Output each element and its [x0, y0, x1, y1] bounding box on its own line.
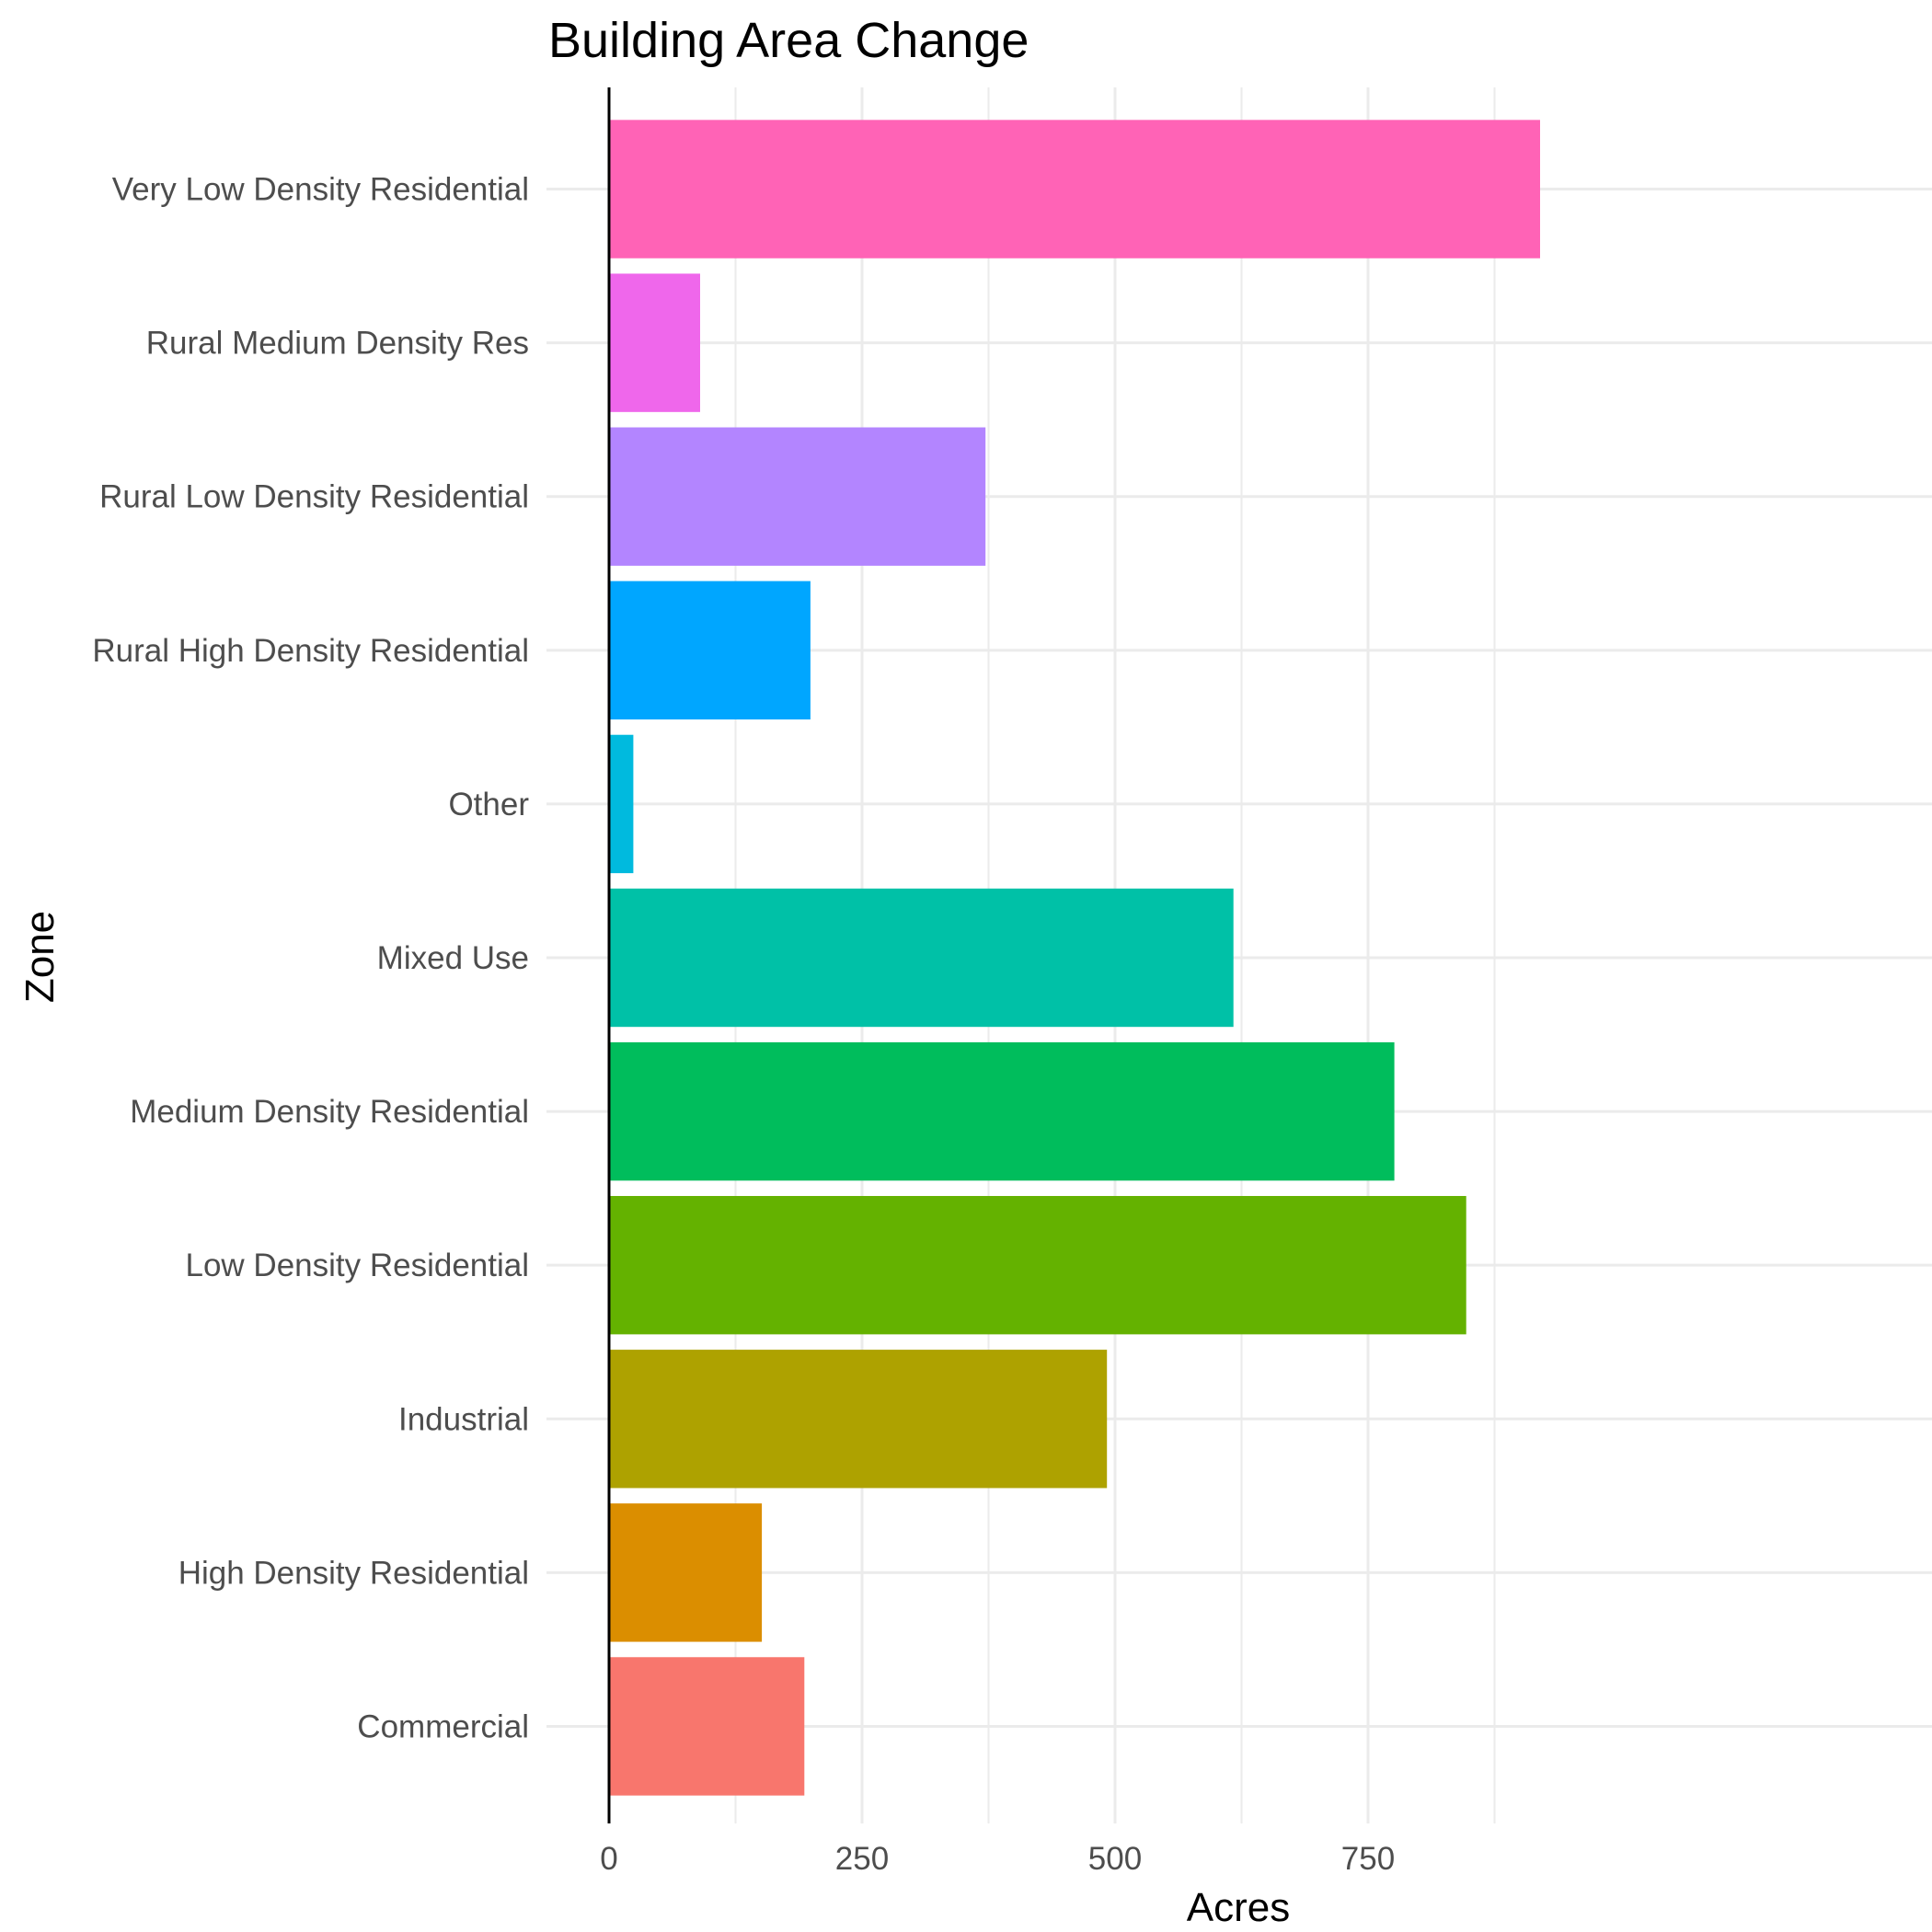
bar-rural-low-density-residential — [609, 427, 986, 566]
bar-very-low-density-residential — [609, 120, 1540, 259]
y-tick-label: Very Low Density Residential — [112, 172, 529, 208]
x-tick-label: 500 — [1088, 1841, 1142, 1877]
bar-medium-density-residential — [609, 1041, 1395, 1181]
bar-commercial — [609, 1657, 805, 1796]
y-tick-label: Rural Medium Density Res — [146, 326, 529, 362]
x-axis-title: Acres — [1187, 1885, 1290, 1930]
y-tick-label: Rural High Density Residential — [92, 633, 529, 669]
bar-high-density-residential — [609, 1503, 763, 1642]
bar-low-density-residential — [609, 1195, 1466, 1335]
x-tick-label: 750 — [1341, 1841, 1395, 1877]
x-tick-labels: 0 250 500 750 — [600, 1841, 1395, 1877]
y-tick-label: Industrial — [398, 1401, 529, 1437]
y-tick-label: Mixed Use — [377, 940, 529, 976]
chart-title: Building Area Change — [548, 13, 1029, 68]
x-tick-label: 250 — [835, 1841, 889, 1877]
y-tick-label: Low Density Residential — [185, 1248, 529, 1283]
x-tick-label: 0 — [600, 1841, 617, 1877]
y-tick-label: High Density Residential — [178, 1555, 529, 1591]
bar-mixed-use — [609, 888, 1234, 1028]
y-tick-label: Commercial — [357, 1708, 529, 1744]
bar-other — [609, 734, 634, 874]
bar-rural-medium-density-res — [609, 273, 700, 412]
y-tick-label: Rural Low Density Residential — [99, 479, 529, 515]
bar-industrial — [609, 1350, 1108, 1489]
y-tick-label: Medium Density Residential — [130, 1094, 529, 1130]
y-tick-label: Other — [448, 787, 529, 822]
y-axis-title: Zone — [17, 911, 63, 1003]
y-tick-labels: Commercial High Density Residential Indust… — [92, 172, 529, 1745]
bars — [609, 120, 1540, 1796]
bar-rural-high-density-residential — [609, 581, 811, 720]
